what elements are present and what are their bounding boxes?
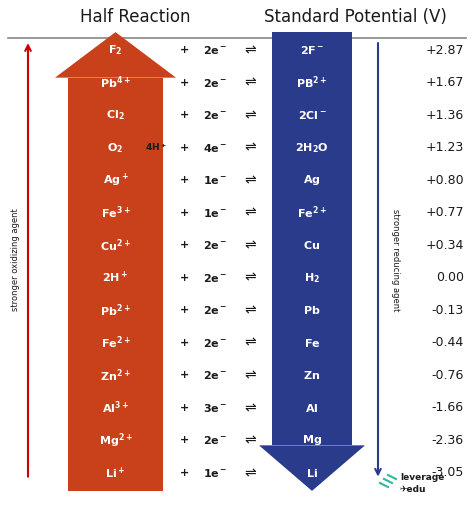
- Text: ⇌: ⇌: [244, 466, 256, 480]
- Text: $\mathbf{2e^-}$: $\mathbf{2e^-}$: [203, 44, 227, 56]
- Text: $\mathbf{Cu}$: $\mathbf{Cu}$: [303, 239, 320, 251]
- Polygon shape: [55, 32, 176, 78]
- Text: +: +: [181, 208, 190, 218]
- Text: $\mathbf{2e^-}$: $\mathbf{2e^-}$: [203, 77, 227, 88]
- Text: +0.77: +0.77: [425, 206, 464, 219]
- Text: +: +: [181, 403, 190, 413]
- Text: +: +: [181, 306, 190, 315]
- Text: +: +: [181, 142, 190, 153]
- Text: +1.23: +1.23: [426, 141, 464, 154]
- Text: $\mathbf{O_2}$: $\mathbf{O_2}$: [107, 141, 124, 155]
- Text: +: +: [181, 78, 190, 87]
- Text: ⇌: ⇌: [244, 108, 256, 122]
- Text: ⇌: ⇌: [244, 401, 256, 415]
- Text: ✈edu: ✈edu: [400, 484, 427, 493]
- Text: +: +: [181, 110, 190, 120]
- Text: $\mathbf{1e^-}$: $\mathbf{1e^-}$: [203, 467, 227, 479]
- Text: $\mathbf{Fe^{2+}}$: $\mathbf{Fe^{2+}}$: [100, 334, 130, 351]
- Text: ⇌: ⇌: [244, 271, 256, 285]
- Text: +0.80: +0.80: [425, 174, 464, 187]
- Text: $\mathbf{Cl_2}$: $\mathbf{Cl_2}$: [106, 108, 125, 122]
- Text: $\mathbf{H_2}$: $\mathbf{H_2}$: [304, 271, 320, 285]
- Text: $\mathbf{4H^+}$: $\mathbf{4H^+}$: [145, 142, 167, 154]
- Text: $\mathbf{Li}$: $\mathbf{Li}$: [306, 467, 318, 479]
- Text: $\mathbf{3e^-}$: $\mathbf{3e^-}$: [203, 402, 227, 414]
- Text: Standard Potential (V): Standard Potential (V): [264, 8, 447, 26]
- Text: ⇌: ⇌: [244, 336, 256, 350]
- Text: ⇌: ⇌: [244, 173, 256, 187]
- Text: $\mathbf{2F^-}$: $\mathbf{2F^-}$: [300, 44, 324, 56]
- Text: +: +: [181, 338, 190, 348]
- Text: $\mathbf{Al^{3+}}$: $\mathbf{Al^{3+}}$: [102, 399, 129, 416]
- Text: ⇌: ⇌: [244, 76, 256, 89]
- Text: $\mathbf{PB^{2+}}$: $\mathbf{PB^{2+}}$: [296, 74, 328, 91]
- Text: Half Reaction: Half Reaction: [80, 8, 190, 26]
- Text: leverage: leverage: [400, 473, 444, 481]
- Text: +: +: [181, 435, 190, 445]
- Text: $\mathbf{Zn}$: $\mathbf{Zn}$: [303, 369, 320, 381]
- Text: $\mathbf{2e^-}$: $\mathbf{2e^-}$: [203, 109, 227, 121]
- Text: stronger reducing agent: stronger reducing agent: [392, 209, 401, 311]
- Text: -0.44: -0.44: [432, 336, 464, 349]
- Polygon shape: [68, 78, 163, 491]
- Polygon shape: [259, 445, 365, 491]
- Text: ⇌: ⇌: [244, 206, 256, 220]
- Text: $\mathbf{Cu^{2+}}$: $\mathbf{Cu^{2+}}$: [100, 237, 131, 254]
- Text: 0.00: 0.00: [436, 271, 464, 284]
- Text: ⇌: ⇌: [244, 433, 256, 447]
- Text: $\mathbf{2e^-}$: $\mathbf{2e^-}$: [203, 272, 227, 284]
- Text: $\mathbf{Fe^{2+}}$: $\mathbf{Fe^{2+}}$: [297, 205, 327, 221]
- Text: -3.05: -3.05: [432, 467, 464, 480]
- Text: ⇌: ⇌: [244, 238, 256, 252]
- Text: $\mathbf{Mg^{2+}}$: $\mathbf{Mg^{2+}}$: [99, 431, 132, 450]
- Text: $\mathbf{Mg}$: $\mathbf{Mg}$: [302, 433, 322, 447]
- Text: +2.87: +2.87: [426, 43, 464, 57]
- Text: $\mathbf{2e^-}$: $\mathbf{2e^-}$: [203, 305, 227, 316]
- Text: -0.76: -0.76: [432, 369, 464, 382]
- Text: $\mathbf{2H_2O}$: $\mathbf{2H_2O}$: [295, 141, 329, 155]
- Text: -2.36: -2.36: [432, 434, 464, 447]
- Text: stronger oxidizing agent: stronger oxidizing agent: [11, 209, 20, 311]
- Text: $\mathbf{2e^-}$: $\mathbf{2e^-}$: [203, 337, 227, 349]
- Text: $\mathbf{F_2}$: $\mathbf{F_2}$: [108, 43, 123, 57]
- Text: $\mathbf{2e^-}$: $\mathbf{2e^-}$: [203, 369, 227, 381]
- Text: $\mathbf{Fe^{3+}}$: $\mathbf{Fe^{3+}}$: [100, 205, 130, 221]
- Polygon shape: [272, 32, 352, 445]
- Text: +: +: [181, 468, 190, 478]
- Text: $\mathbf{2e^-}$: $\mathbf{2e^-}$: [203, 434, 227, 446]
- Text: +0.34: +0.34: [426, 239, 464, 251]
- Text: ⇌: ⇌: [244, 304, 256, 317]
- Text: $\mathbf{Pb}$: $\mathbf{Pb}$: [303, 305, 321, 316]
- Text: $\mathbf{4e^-}$: $\mathbf{4e^-}$: [203, 141, 227, 154]
- Text: $\mathbf{1e^-}$: $\mathbf{1e^-}$: [203, 207, 227, 219]
- Text: -0.13: -0.13: [432, 304, 464, 317]
- Text: +1.67: +1.67: [426, 76, 464, 89]
- Text: $\mathbf{Zn^{2+}}$: $\mathbf{Zn^{2+}}$: [100, 367, 131, 384]
- Text: +: +: [181, 273, 190, 283]
- Text: $\mathbf{Pb^{2+}}$: $\mathbf{Pb^{2+}}$: [100, 302, 131, 319]
- Text: ⇌: ⇌: [244, 43, 256, 57]
- Text: -1.66: -1.66: [432, 401, 464, 415]
- Text: ⇌: ⇌: [244, 140, 256, 155]
- Text: $\mathbf{2H^+}$: $\mathbf{2H^+}$: [102, 270, 129, 285]
- Text: $\mathbf{Ag^+}$: $\mathbf{Ag^+}$: [102, 172, 128, 189]
- Text: +: +: [181, 175, 190, 185]
- Text: $\mathbf{Fe}$: $\mathbf{Fe}$: [304, 337, 320, 349]
- Text: +1.36: +1.36: [426, 109, 464, 122]
- Text: $\mathbf{Ag}$: $\mathbf{Ag}$: [303, 173, 321, 187]
- Text: +: +: [181, 45, 190, 55]
- Text: $\mathbf{2Cl^-}$: $\mathbf{2Cl^-}$: [298, 109, 327, 121]
- Text: $\mathbf{1e^-}$: $\mathbf{1e^-}$: [203, 174, 227, 186]
- Text: ⇌: ⇌: [244, 368, 256, 382]
- Text: $\mathbf{Al}$: $\mathbf{Al}$: [305, 402, 319, 414]
- Text: $\mathbf{2e^-}$: $\mathbf{2e^-}$: [203, 239, 227, 251]
- Text: $\mathbf{Pb^{4+}}$: $\mathbf{Pb^{4+}}$: [100, 74, 131, 91]
- Text: +: +: [181, 370, 190, 380]
- Text: $\mathbf{Li^+}$: $\mathbf{Li^+}$: [105, 465, 126, 481]
- Text: +: +: [181, 240, 190, 250]
